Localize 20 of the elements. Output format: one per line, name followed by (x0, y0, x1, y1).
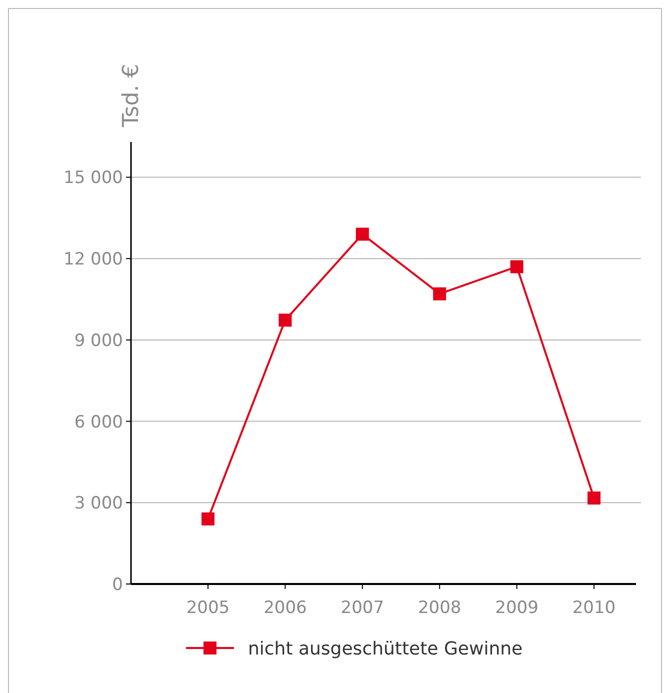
y-tick-label: 6 000 (74, 412, 122, 432)
y-tick-label: 12 000 (63, 250, 122, 270)
x-tick-label: 2010 (572, 598, 616, 618)
x-tick-label: 2005 (186, 598, 230, 618)
y-tick-label: 0 (112, 574, 122, 595)
point (587, 492, 600, 505)
y-axis-title: Tsd. € (118, 64, 144, 128)
point (510, 260, 523, 274)
y-tick-label: 9 000 (74, 330, 122, 351)
y-tick-label: 3 000 (74, 494, 122, 514)
point (201, 512, 214, 526)
x-tick-label: 2008 (417, 598, 461, 618)
y-tick-label: 15 000 (63, 168, 122, 188)
point (278, 314, 292, 327)
point (355, 228, 368, 241)
point (432, 287, 446, 300)
legend-label: nicht ausgeschüttete Gewinne (248, 638, 522, 660)
x-tick-label: 2009 (494, 598, 538, 618)
x-tick-label: 2006 (263, 598, 306, 618)
x-tick-label: 2007 (340, 598, 384, 618)
